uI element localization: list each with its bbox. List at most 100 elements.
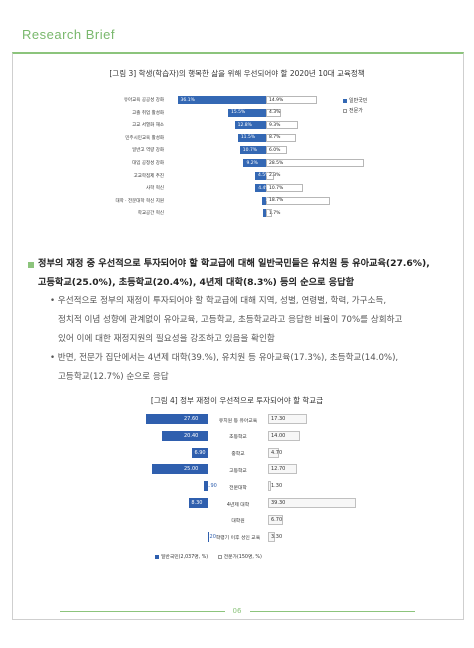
fig4-bar-expert: [268, 447, 279, 458]
legend4-swatch-gray: [217, 554, 222, 559]
legend4-a: 일반국민(2,037명, %): [161, 555, 209, 560]
fig3-value-expert: 6.0%: [269, 147, 281, 153]
header-title: Research Brief: [22, 27, 115, 42]
main-line-1: 정부의 재정 중 우선적으로 투자되어야 할 학교급에 대해 일반국민들은 유치…: [38, 258, 430, 269]
fig4-value-general: 8.30: [191, 500, 203, 506]
bullet1-line-1: • 우선적으로 정부의 재정이 투자되어야 할 학교급에 대해 지역, 성별, …: [50, 296, 387, 306]
fig3-bar-general: [243, 159, 266, 167]
fig4-value-general: 20: [209, 533, 216, 540]
fig4-bar-general: [151, 464, 208, 475]
fig3-value-general: 36.1%: [180, 97, 195, 103]
legend-swatch-blue: [343, 98, 347, 103]
bullet1-line-3: 있어 이에 대한 재정지원의 필요성을 강조하고 있음을 확인함: [58, 334, 275, 344]
bullet2-line-1: • 반면, 전문가 집단에서는 4년제 대학(39.%), 유치원 등 유아교육…: [50, 353, 399, 363]
fig3-value-general: 12.8%: [237, 122, 252, 128]
fig3-value-expert: 8.7%: [269, 135, 281, 141]
fig4-row-label: 고등학교: [229, 468, 247, 474]
bullet2-line-2: 고등학교(12.7%) 순으로 응답: [58, 372, 169, 382]
fig4-bar-expert: [268, 481, 271, 492]
fig3-bar-general: [262, 196, 266, 205]
fig3-value-general: 10.7%: [242, 147, 258, 153]
fig4-value-expert: 14.00: [271, 432, 286, 439]
fig4-row-label: 4년제 대학: [226, 502, 250, 508]
fig3-value-expert: 28.5%: [269, 160, 284, 166]
fig4-row-label: 중학교: [231, 452, 245, 458]
fig4-bar-expert: [268, 498, 357, 508]
fig4-value-expert: 39.30: [271, 500, 286, 506]
bullet1-line-2: 정치적 이념 성향에 관계없이 유아교육, 고등학교, 초등학교라고 응답한 비…: [58, 315, 403, 325]
fig3-bar-general: [177, 96, 266, 104]
fig4-bar-expert: [268, 430, 300, 441]
fig3-bar-general: [228, 108, 266, 117]
footer-line-left: [60, 611, 225, 612]
fig3-bar-expert: [266, 159, 364, 167]
fig3-bar-expert: [266, 171, 274, 180]
fig3-row-label: 민주시민교육 활성화: [125, 135, 164, 141]
fig4-row-label: 대학원: [231, 519, 245, 525]
fig4-bar-general: [189, 498, 208, 508]
legend-b: 전문가: [349, 108, 363, 114]
fig4-value-expert: 1.30: [271, 483, 283, 490]
bullet-2: • 반면, 전문가 집단에서는 4년제 대학(39.%), 유치원 등 유아교육…: [50, 349, 470, 387]
fig3-value-expert: 9.3%: [269, 122, 281, 128]
fig3-bar-general: [254, 171, 266, 180]
fig4-bar-expert: [268, 464, 297, 475]
fig3-value-expert: 4.3%: [269, 110, 281, 116]
fig3-value-general: 1.5%: [265, 198, 277, 204]
fig3-value-general: 11.5%: [240, 135, 256, 141]
figure4-title: [그림 4] 정부 재정이 우선적으로 투자되어야 할 학교급: [150, 396, 324, 405]
fig3-row-label: 사학 혁신: [146, 186, 164, 192]
fig3-bar-general: [263, 209, 266, 218]
fig4-value-expert: 4.70: [271, 449, 283, 456]
fig3-bar-expert: [266, 121, 298, 130]
legend4-b: 전문가(150명, %): [223, 555, 262, 560]
fig3-row-label: 대입 공정성 강화: [132, 161, 164, 166]
legend-swatch-gray: [343, 108, 347, 113]
fig3-value-expert: 2.3%: [269, 173, 281, 179]
fig3-row-label: 대학 · 전문대학 혁신 지원: [115, 198, 164, 204]
fig4-bar-general: [192, 447, 208, 458]
fig3-bar-general: [255, 184, 266, 193]
fig3-value-expert: 18.7%: [269, 198, 284, 204]
fig3-value-general: 4.5%: [257, 173, 270, 179]
fig3-value-general: 4.4%: [258, 185, 270, 191]
fig3-bar-expert: [266, 196, 331, 205]
main-line-2: 고등학교(25.0%), 초등학교(20.4%), 4년제 대학(8.3%) 등…: [38, 277, 355, 288]
fig3-bar-general: [239, 146, 266, 155]
fig3-value-general: 9.2%: [246, 160, 258, 166]
fig3-bar-expert: [266, 146, 287, 155]
fig3-value-expert: 10.7%: [269, 185, 284, 191]
fig4-row-label: 전문대학: [229, 485, 247, 491]
fig4-bar-expert: [268, 531, 276, 542]
fig3-bar-expert: [266, 184, 303, 193]
fig4-value-expert: 6.70: [271, 516, 283, 523]
page-frame: [12, 52, 464, 620]
fig3-row-label: 고교학점제 추진: [133, 173, 164, 179]
fig3-bar-general: [234, 121, 266, 130]
fig4-value-general: 25.00: [184, 466, 199, 473]
fig3-value-general: 15.5%: [231, 110, 246, 116]
fig4-value-general: 1.90: [205, 483, 217, 490]
fig3-value-general: 1.1%: [266, 210, 278, 216]
fig3-row-label: 고교 서열화 해소: [132, 123, 164, 129]
fig3-row-label: 고졸 취업 활성화: [132, 110, 164, 116]
fig3-value-expert: 14.9%: [269, 97, 284, 103]
fig3-bar-expert: [266, 133, 296, 142]
fig4-value-expert: 3.30: [271, 533, 283, 540]
fig4-row-label: 초등학교: [229, 435, 247, 441]
footer-line-right: [250, 611, 415, 612]
fig3-row-label: 일반고 역량 강화: [132, 148, 164, 154]
fig4-bar-expert: [268, 414, 307, 424]
fig4-value-general: 6.90: [194, 449, 206, 456]
fig3-row-label: 학교공간 혁신: [137, 211, 164, 217]
legend-a: 일반국민: [349, 98, 368, 104]
page-number: 06: [232, 607, 242, 615]
fig4-value-expert: 17.30: [271, 416, 286, 422]
fig3-bar-general: [237, 133, 266, 142]
fig3-bar-expert: [266, 96, 318, 104]
fig4-value-expert: 12.70: [271, 466, 286, 473]
legend4-swatch-blue: [155, 554, 159, 559]
fig3-value-expert: 1.7%: [269, 210, 281, 216]
fig3-row-label: 유아교육 공공성 강화: [123, 98, 164, 103]
